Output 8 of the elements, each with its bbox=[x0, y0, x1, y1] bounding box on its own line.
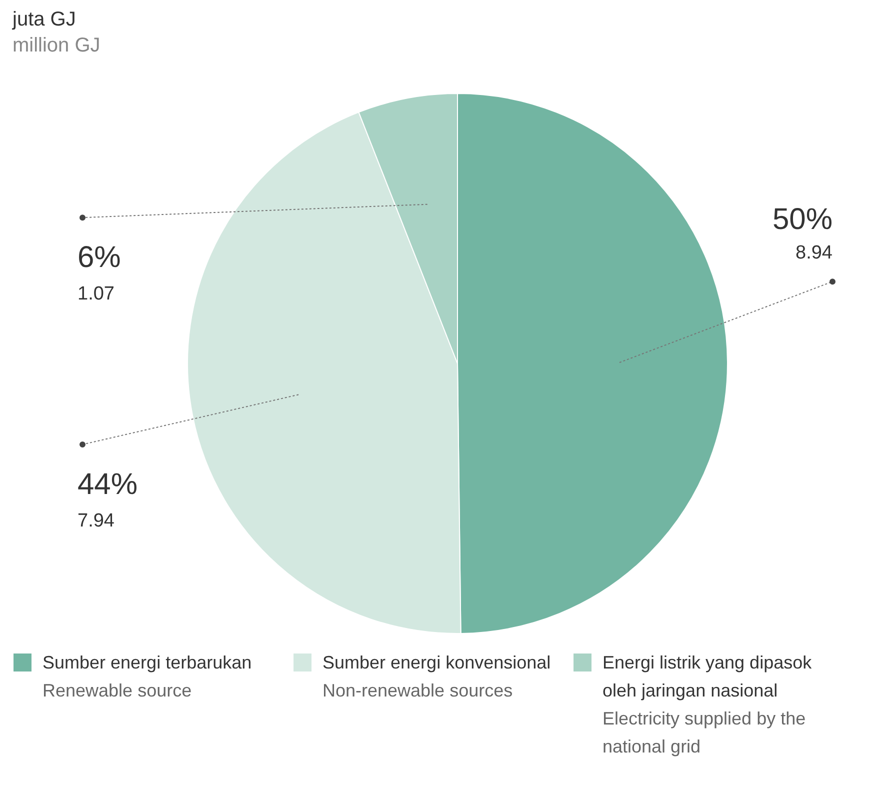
legend-label: Sumber energi konvensional Non-renewable sources bbox=[322, 652, 551, 700]
data-label: 44% 7.94 bbox=[78, 468, 138, 532]
chart-subtitle: million GJ bbox=[12, 34, 100, 56]
data-label: 6% 1.07 bbox=[78, 241, 121, 305]
data-label: 50% 8.94 bbox=[772, 203, 833, 264]
legend-label: Energi listrik yang dipasok oleh jaringan nasional Electricity supplied by the national grid bbox=[602, 652, 813, 756]
chart-title: juta GJ bbox=[12, 8, 76, 30]
legend-label: Sumber energi terbarukan Renewable source bbox=[42, 652, 252, 700]
